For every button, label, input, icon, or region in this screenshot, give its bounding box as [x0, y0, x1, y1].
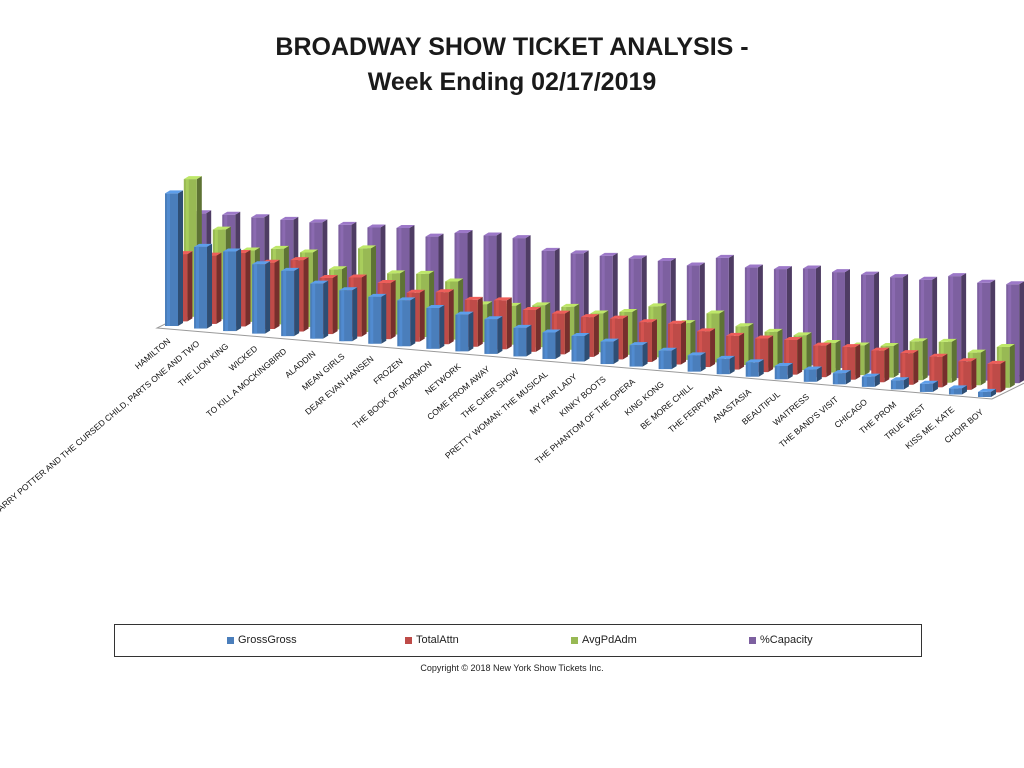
bar-grossgross-13	[542, 329, 561, 359]
bar-grossgross-11	[484, 316, 503, 354]
bar-grossgross-10	[455, 311, 474, 352]
bar-totalattn-27	[958, 358, 977, 390]
bar-grossgross-22	[803, 366, 822, 382]
legend-swatch-avg-paid	[571, 636, 578, 644]
bar-grossgross-17	[658, 347, 677, 370]
bar-grossgross-12	[513, 324, 532, 357]
bar-grossgross-8	[397, 297, 416, 347]
bar-grossgross-19	[716, 355, 735, 375]
bar-grossgross-7	[368, 293, 387, 344]
legend-swatch-capacity	[749, 636, 756, 644]
legend-item-gross: GrossGross	[227, 634, 297, 646]
bar-grossgross-24	[861, 373, 880, 387]
chart-title-line-2: Week Ending 02/17/2019	[367, 68, 657, 96]
bar-grossgross-0	[165, 190, 183, 326]
bar-grossgross-18	[687, 352, 706, 372]
category-label-23: THE BAND'S VISIT	[777, 394, 840, 449]
legend-item-avg-paid: AvgPdAdm	[571, 634, 637, 646]
bar-grossgross-14	[571, 333, 590, 362]
bar-grossgross-2	[223, 248, 242, 332]
legend-item-capacity: %Capacity	[749, 634, 813, 646]
chart-title: BROADWAY SHOW TICKET ANALYSIS - Week End…	[0, 30, 1024, 100]
bar-grossgross-28	[978, 388, 996, 397]
bar-grossgross-25	[890, 377, 909, 390]
bar-grossgross-6	[339, 287, 358, 342]
bar-grossgross-27	[948, 385, 967, 395]
bar-grossgross-20	[745, 359, 764, 377]
legend-label-capacity: %Capacity	[760, 634, 813, 646]
bar-grossgross-15	[600, 338, 619, 365]
bar-grossgross-21	[774, 362, 793, 380]
bar-totalattn-25	[900, 350, 919, 385]
copyright-text: Copyright © 2018 New York Show Tickets I…	[420, 663, 604, 673]
chart-legend: GrossGross TotalAttn AvgPdAdm %Capacity	[114, 624, 922, 657]
legend-label-gross: GrossGross	[238, 634, 297, 646]
bar-grossgross-3	[252, 261, 271, 334]
bar-grossgross-4	[281, 267, 300, 337]
bar-grossgross-9	[426, 305, 445, 349]
bar-grossgross-1	[194, 243, 213, 329]
category-label-12: THE CHER SHOW	[459, 366, 521, 420]
legend-item-attendance: TotalAttn	[405, 634, 459, 646]
legend-swatch-attendance	[405, 636, 412, 644]
bar-grossgross-5	[310, 280, 329, 339]
bar-grossgross-26	[919, 380, 938, 392]
legend-label-attendance: TotalAttn	[416, 634, 459, 646]
chart-title-line-1: BROADWAY SHOW TICKET ANALYSIS -	[275, 33, 749, 61]
bar-grossgross-23	[832, 370, 851, 385]
bar-totalattn-26	[929, 353, 948, 388]
bar-grossgross-16	[629, 342, 648, 367]
bar-totalattn-28	[987, 360, 1006, 393]
category-label-1: HARRY POTTER AND THE CURSED CHILD, PARTS…	[0, 338, 202, 517]
legend-label-avg-paid: AvgPdAdm	[582, 634, 637, 646]
legend-swatch-gross	[227, 636, 234, 644]
